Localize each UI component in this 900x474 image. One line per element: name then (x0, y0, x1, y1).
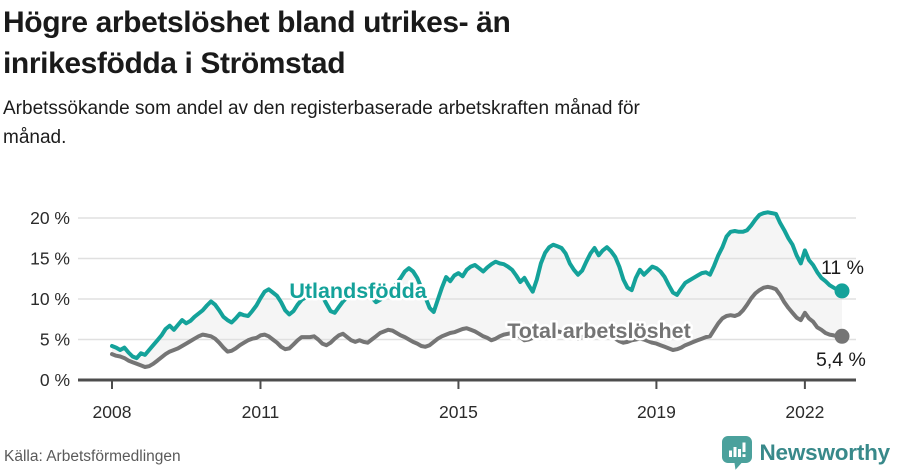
y-tick-label-20: 20 % (30, 208, 70, 228)
y-tick-label-0: 0 % (40, 370, 70, 390)
y-tick-label-5: 5 % (40, 330, 70, 350)
area-fill-between-series (112, 212, 842, 367)
brand-name: Newsworthy (759, 440, 890, 465)
series-line-1 (110, 284, 844, 369)
y-tick-label-10: 10 % (30, 289, 70, 309)
x-tick-label-2011: 2011 (242, 402, 280, 422)
chart-title: Högre arbetslöshet bland utrikes- än inr… (3, 6, 511, 80)
series-line-0 (110, 210, 844, 361)
end-value-label-0: 11 % (821, 257, 864, 279)
x-tick-label-2015: 2015 (439, 402, 478, 422)
y-tick-label-15: 15 % (30, 249, 70, 269)
x-tick-label-2008: 2008 (93, 402, 132, 422)
chart-subtitle: Arbetssökande som andel av den registerb… (3, 98, 640, 148)
series-label-1: Total arbetslöshet (507, 319, 691, 343)
series-end-dot-0 (834, 283, 850, 299)
series-end-dot-1 (834, 328, 850, 344)
source-attribution: Källa: Arbetsförmedlingen (4, 448, 181, 465)
x-tick-label-2022: 2022 (785, 402, 824, 422)
chart-header: Högre arbetslöshet bland utrikes- än inr… (3, 2, 883, 152)
bar-chart-speech-bubble-icon (722, 436, 753, 470)
series-label-0: Utlandsfödda (289, 279, 427, 303)
newsworthy-logo[interactable]: Newsworthy (722, 436, 890, 470)
end-value-label-1: 5,4 % (816, 349, 866, 371)
x-tick-label-2019: 2019 (637, 402, 676, 422)
